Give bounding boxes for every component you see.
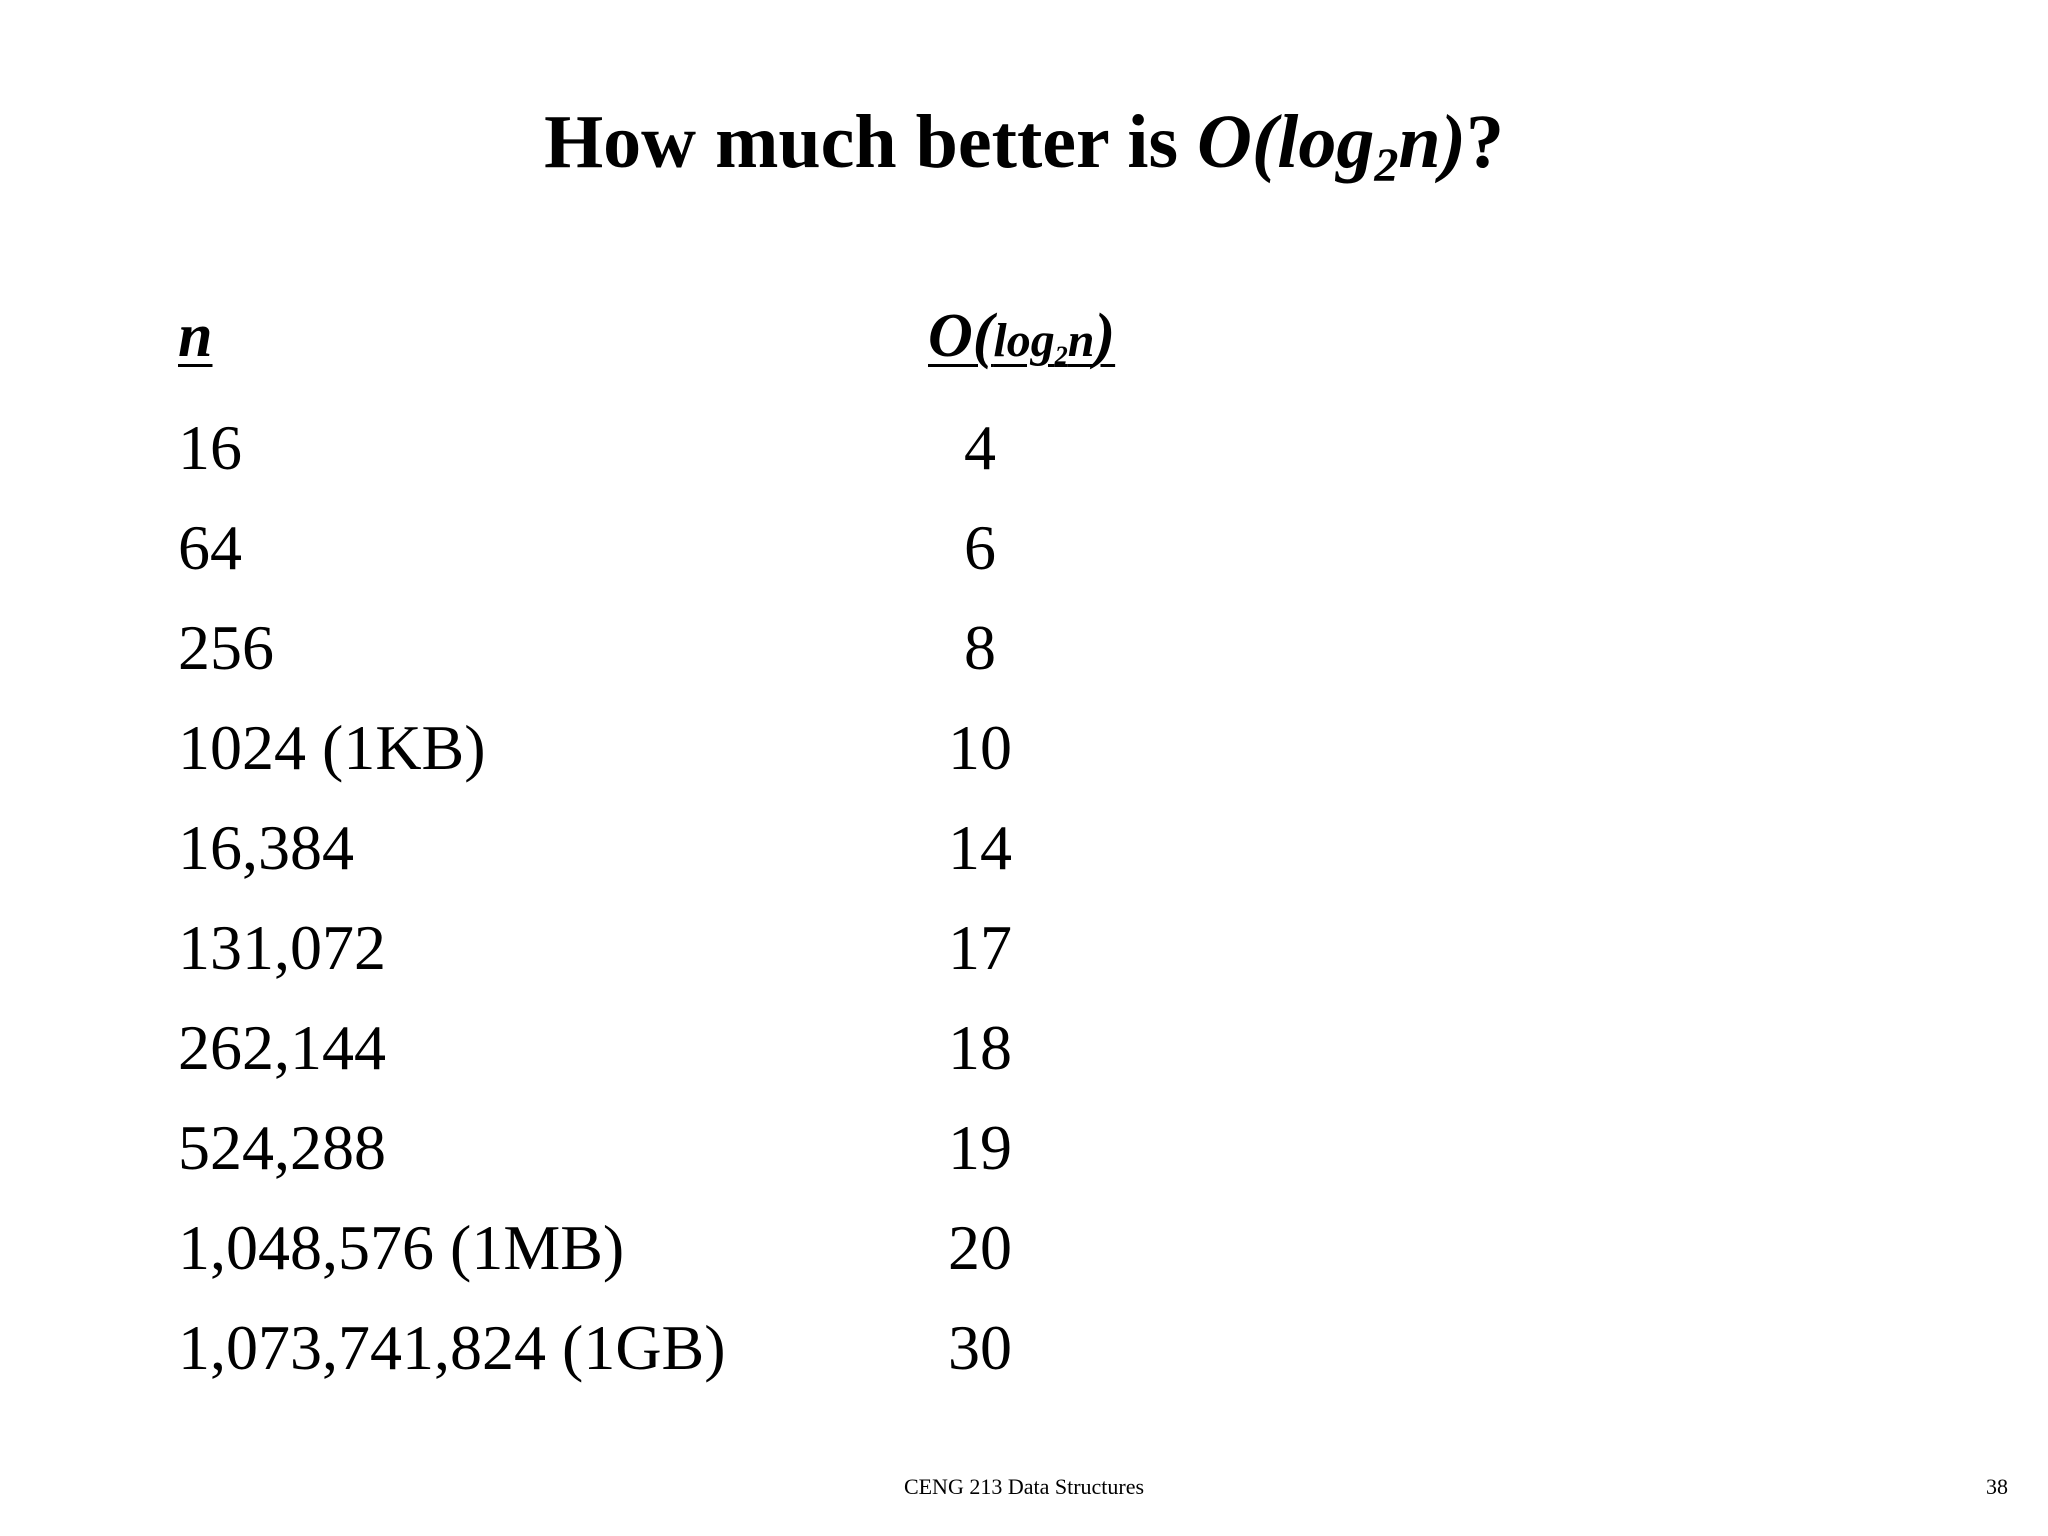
- title-suffix: ?: [1465, 100, 1504, 184]
- table-row: 256 8: [0, 598, 2048, 698]
- cell-log: 14: [948, 812, 1012, 883]
- complexity-table: 16 4 64 6 256 8 1024 (1KB) 10 16,384 14 …: [0, 398, 2048, 1398]
- cell-log: 4: [964, 412, 996, 483]
- table-row: 524,288 19: [0, 1098, 2048, 1198]
- slide-title: How much better is O(log2n)?: [0, 92, 2048, 192]
- title-math-subscript: 2: [1374, 139, 1399, 192]
- cell-log: 8: [964, 612, 996, 683]
- cell-n: 524,288: [178, 1112, 386, 1183]
- footer-course: CENG 213 Data Structures: [903, 1474, 1145, 1499]
- cell-n: 1,073,741,824 (1GB): [178, 1312, 726, 1383]
- cell-log: 6: [964, 512, 996, 583]
- cell-n: 256: [178, 612, 274, 683]
- cell-n: 16,384: [178, 812, 354, 883]
- header-log-n: n: [1067, 314, 1095, 367]
- header-log-close: ): [1094, 302, 1116, 370]
- cell-log: 30: [948, 1312, 1012, 1383]
- header-log-open: O(: [928, 302, 994, 370]
- cell-n: 131,072: [178, 912, 386, 983]
- table-row: 262,144 18: [0, 998, 2048, 1098]
- column-header-log: O(log2n): [928, 296, 1115, 381]
- table-row: 1,048,576 (1MB) 20: [0, 1198, 2048, 1298]
- table-row: 16,384 14: [0, 798, 2048, 898]
- column-header-n: n: [178, 302, 213, 370]
- page-number: 38: [1986, 1474, 2008, 1499]
- title-prefix: How much better is: [544, 100, 1198, 184]
- cell-log: 19: [948, 1112, 1012, 1183]
- cell-log: 20: [948, 1212, 1012, 1283]
- cell-log: 17: [948, 912, 1012, 983]
- title-math-close: n): [1398, 100, 1466, 184]
- cell-n: 1024 (1KB): [178, 712, 486, 783]
- table-row: 64 6: [0, 498, 2048, 598]
- title-math-open: O(log: [1197, 100, 1375, 184]
- header-log-subscript: 2: [1054, 341, 1068, 370]
- cell-log: 10: [948, 712, 1012, 783]
- cell-log: 18: [948, 1012, 1012, 1083]
- cell-n: 16: [178, 412, 242, 483]
- cell-n: 262,144: [178, 1012, 386, 1083]
- cell-n: 64: [178, 512, 242, 583]
- table-row: 1024 (1KB) 10: [0, 698, 2048, 798]
- table-row: 16 4: [0, 398, 2048, 498]
- table-row: 131,072 17: [0, 898, 2048, 998]
- table-row: 1,073,741,824 (1GB) 30: [0, 1298, 2048, 1398]
- title-math: O(log2n): [1197, 100, 1466, 190]
- cell-n: 1,048,576 (1MB): [178, 1212, 625, 1283]
- header-log-text: log: [993, 314, 1055, 367]
